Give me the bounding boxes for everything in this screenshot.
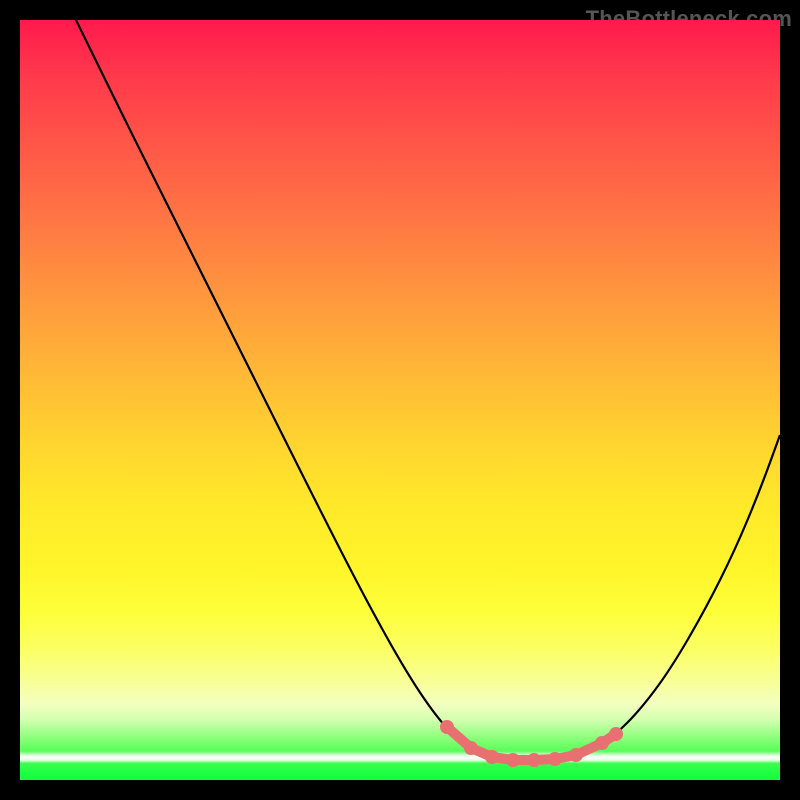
bottom-marker-dot	[595, 736, 609, 750]
bottom-marker-dot	[464, 741, 478, 755]
plot-area	[20, 20, 780, 780]
bottom-marker-dot	[569, 748, 583, 762]
curve-layer	[20, 20, 780, 780]
bottom-marker-dot	[485, 750, 499, 764]
bottom-markers	[440, 720, 623, 767]
bottom-marker-dot	[609, 727, 623, 741]
bottom-marker-dot	[548, 752, 562, 766]
bottleneck-curve	[76, 20, 780, 760]
bottom-marker-dot	[527, 753, 541, 767]
chart-frame: TheBottleneck.com	[0, 0, 800, 800]
bottom-marker-dot	[506, 753, 520, 767]
bottom-marker-dot	[440, 720, 454, 734]
